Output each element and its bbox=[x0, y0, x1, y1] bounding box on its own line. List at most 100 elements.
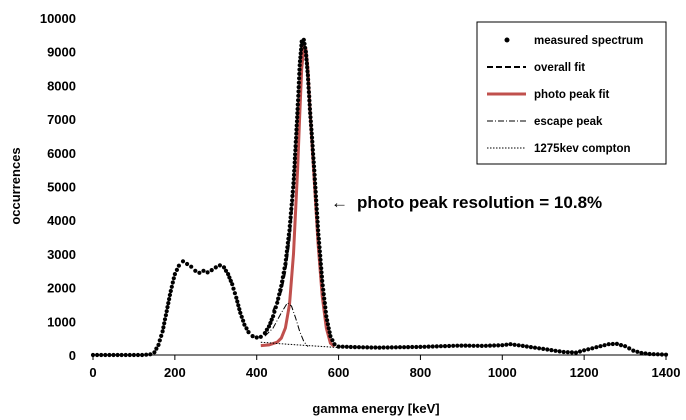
measured-point bbox=[226, 272, 231, 277]
measured-point bbox=[277, 292, 282, 297]
measured-point bbox=[234, 295, 239, 300]
measured-point bbox=[235, 299, 240, 304]
measured-point bbox=[311, 156, 316, 161]
measured-point bbox=[312, 168, 317, 173]
x-tick-label: 600 bbox=[328, 365, 350, 380]
measured-point bbox=[402, 345, 407, 350]
measured-point bbox=[316, 228, 321, 233]
measured-point bbox=[268, 320, 273, 326]
measured-point bbox=[528, 345, 534, 350]
measured-point bbox=[163, 313, 168, 318]
measured-point bbox=[242, 322, 247, 327]
measured-point bbox=[111, 352, 116, 358]
measured-point bbox=[294, 131, 299, 136]
measured-point bbox=[294, 119, 300, 124]
measured-point bbox=[577, 349, 583, 354]
measured-point bbox=[549, 348, 554, 353]
measured-point bbox=[304, 53, 309, 58]
measured-point bbox=[291, 185, 296, 190]
measured-point bbox=[532, 345, 538, 350]
measured-point bbox=[643, 351, 648, 356]
measured-point bbox=[292, 160, 297, 165]
measured-point bbox=[314, 198, 319, 203]
measured-point bbox=[306, 81, 311, 86]
measured-point bbox=[282, 266, 287, 271]
measured-point bbox=[213, 265, 218, 270]
x-tick-label: 1200 bbox=[570, 365, 599, 380]
measured-point bbox=[221, 265, 227, 270]
measured-point bbox=[90, 352, 96, 358]
measured-point bbox=[324, 314, 329, 319]
measured-point bbox=[438, 344, 443, 349]
measured-point bbox=[306, 85, 311, 90]
measured-point bbox=[309, 127, 314, 132]
measured-point bbox=[283, 257, 288, 262]
measured-point bbox=[352, 345, 357, 350]
measured-point bbox=[598, 344, 603, 349]
measured-point bbox=[292, 168, 297, 173]
measured-point bbox=[232, 291, 237, 296]
measured-point bbox=[406, 345, 411, 350]
measured-point bbox=[322, 296, 327, 301]
measured-point bbox=[312, 177, 317, 182]
x-axis-title: gamma energy [keV] bbox=[312, 401, 439, 416]
measured-point bbox=[322, 300, 327, 306]
measured-point bbox=[316, 236, 321, 241]
measured-point bbox=[294, 123, 299, 128]
measured-point bbox=[492, 343, 497, 348]
measured-point bbox=[590, 346, 595, 351]
measured-point bbox=[557, 349, 562, 354]
measured-point bbox=[512, 342, 517, 347]
measured-point bbox=[310, 139, 315, 144]
x-tick-label: 0 bbox=[89, 365, 96, 380]
measured-point bbox=[618, 343, 624, 348]
measured-point bbox=[385, 345, 390, 350]
measured-point bbox=[295, 106, 300, 112]
x-tick-label: 800 bbox=[410, 365, 432, 380]
measured-point bbox=[239, 314, 244, 319]
measured-point bbox=[99, 352, 104, 358]
measured-point bbox=[340, 344, 345, 349]
y-axis-title: occurrences bbox=[8, 147, 23, 224]
annotation-text: photo peak resolution = 10.8% bbox=[357, 193, 602, 212]
legend: measured spectrum overall fit photo peak f… bbox=[476, 21, 667, 165]
measured-point bbox=[290, 198, 295, 203]
measured-point bbox=[418, 344, 423, 349]
measured-point bbox=[293, 152, 298, 157]
photo-peak-fit-line bbox=[260, 43, 336, 348]
measured-point bbox=[295, 111, 300, 116]
measured-point bbox=[123, 352, 128, 358]
resolution-annotation: ← photo peak resolution = 10.8% bbox=[331, 193, 602, 212]
measured-point bbox=[238, 310, 243, 315]
legend-label: 1275kev compton bbox=[534, 143, 631, 155]
measured-point bbox=[271, 314, 276, 319]
measured-point bbox=[309, 131, 314, 136]
measured-point bbox=[258, 334, 263, 339]
y-axis-ticks: 0 1000 2000 3000 4000 5000 6000 7000 8000 9000 100… bbox=[40, 11, 76, 363]
measured-point bbox=[275, 300, 280, 305]
measured-point bbox=[297, 71, 302, 76]
fit-curves bbox=[260, 43, 339, 349]
measured-point bbox=[310, 147, 315, 152]
measured-point bbox=[297, 76, 302, 81]
measured-point bbox=[297, 59, 303, 64]
measured-point bbox=[165, 305, 170, 310]
measured-point bbox=[320, 283, 325, 288]
measured-point bbox=[422, 344, 427, 349]
measured-point bbox=[131, 352, 136, 358]
measured-point bbox=[330, 338, 335, 343]
measured-point bbox=[314, 211, 320, 216]
y-tick-label: 9000 bbox=[47, 45, 76, 60]
measured-point bbox=[135, 352, 141, 358]
legend-label: photo peak fit bbox=[534, 89, 610, 101]
measured-point bbox=[308, 115, 313, 120]
measured-point bbox=[318, 253, 323, 258]
measured-point bbox=[447, 343, 452, 349]
y-tick-label: 1000 bbox=[47, 314, 76, 329]
measured-point bbox=[291, 172, 297, 177]
measured-point bbox=[305, 73, 310, 78]
y-tick-label: 6000 bbox=[47, 146, 76, 161]
measured-point bbox=[573, 350, 579, 355]
measured-point bbox=[241, 318, 246, 323]
measured-point bbox=[323, 305, 328, 310]
